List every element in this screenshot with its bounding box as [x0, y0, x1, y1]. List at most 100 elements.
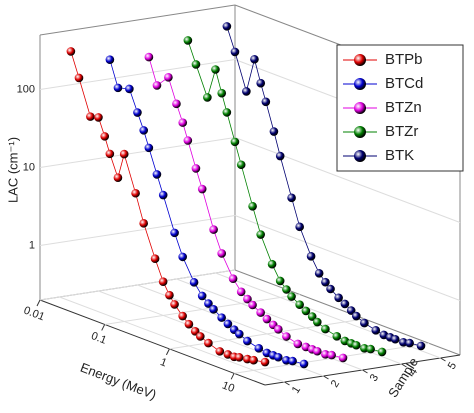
grid-line	[234, 137, 461, 223]
data-point	[256, 308, 265, 317]
data-point	[352, 311, 361, 321]
data-point	[306, 252, 316, 261]
tick-mark	[101, 324, 106, 331]
data-point	[66, 47, 76, 56]
data-point	[235, 329, 244, 339]
data-point	[312, 346, 322, 356]
data-point	[152, 81, 162, 90]
data-point	[222, 22, 232, 31]
legend-text: BTK	[385, 147, 414, 164]
data-point	[144, 52, 154, 62]
data-point	[416, 341, 426, 351]
legend-text: BTZr	[385, 123, 418, 140]
data-point	[243, 294, 252, 304]
data-point	[249, 355, 258, 365]
y-tick-label: 1	[29, 239, 35, 251]
data-point	[299, 359, 309, 369]
legend-text: BTCd	[385, 75, 423, 92]
data-point	[262, 314, 272, 324]
tick-mark	[362, 369, 368, 374]
data-point	[267, 259, 277, 269]
grid-line	[39, 214, 236, 246]
data-point	[191, 164, 201, 173]
data-point	[295, 222, 304, 232]
x-tick-label: 1	[158, 356, 168, 369]
data-point	[230, 137, 240, 147]
data-point	[170, 300, 179, 309]
data-point	[242, 87, 251, 96]
data-point	[360, 318, 369, 328]
z-tick-label: 2	[329, 378, 342, 390]
data-point	[360, 344, 369, 353]
data-point	[230, 47, 240, 57]
data-point	[196, 332, 205, 341]
z-tick-label: 3	[368, 372, 381, 384]
data-point	[366, 344, 375, 354]
data-point	[119, 149, 129, 159]
data-point	[217, 249, 226, 258]
data-point	[204, 338, 213, 348]
data-point	[172, 99, 181, 109]
data-point	[275, 276, 285, 286]
data-point	[178, 311, 187, 321]
data-point	[152, 170, 162, 179]
data-point	[250, 54, 259, 64]
y-axis-title: LAC (cm⁻¹)	[5, 137, 20, 203]
y-tick-label: 100	[17, 83, 35, 95]
data-point	[340, 299, 350, 309]
data-point	[164, 72, 173, 82]
legend-marker	[354, 150, 366, 162]
data-point	[390, 334, 400, 344]
z-tick-label: 1	[290, 384, 303, 396]
data-point	[184, 319, 194, 329]
data-point	[332, 332, 342, 341]
data-point	[307, 312, 317, 321]
data-point	[113, 83, 123, 93]
legend-marker	[354, 54, 366, 66]
data-point	[234, 353, 244, 362]
data-point	[203, 93, 212, 102]
x-tick-label: 0.1	[89, 330, 108, 347]
data-point	[236, 287, 246, 297]
data-point	[275, 151, 285, 161]
tick-mark	[440, 357, 446, 362]
data-point	[282, 356, 291, 365]
data-point	[256, 230, 265, 239]
data-point	[399, 338, 408, 347]
data-point	[282, 332, 291, 341]
data-point	[197, 184, 207, 194]
data-point	[228, 274, 238, 283]
data-point	[351, 340, 361, 350]
data-point	[211, 65, 220, 74]
data-point	[282, 285, 291, 294]
data-point	[338, 353, 348, 363]
tick-mark	[165, 348, 170, 356]
data-point	[191, 60, 201, 69]
tick-mark	[36, 299, 41, 307]
data-point	[371, 326, 381, 335]
data-point	[326, 284, 335, 294]
data-point	[260, 357, 270, 367]
x-tick-label: 0.01	[22, 304, 46, 323]
data-point	[236, 160, 246, 170]
grid-line	[234, 215, 461, 301]
data-point	[321, 277, 330, 287]
data-point	[113, 173, 123, 182]
data-point	[293, 339, 303, 349]
data-point	[254, 344, 264, 353]
data-point	[170, 228, 179, 238]
data-point	[269, 127, 279, 136]
data-point	[183, 36, 193, 45]
x-axis-title: Energy (MeV)	[78, 360, 158, 403]
data-point	[158, 277, 168, 286]
data-point	[150, 254, 160, 263]
tick-mark	[323, 375, 329, 380]
data-point	[313, 317, 322, 327]
data-point	[105, 55, 115, 64]
data-point	[204, 299, 213, 308]
data-point	[248, 300, 257, 310]
z-tick-label: 5	[446, 360, 459, 372]
data-point	[377, 347, 387, 357]
data-point	[321, 324, 330, 334]
data-point	[165, 290, 174, 300]
